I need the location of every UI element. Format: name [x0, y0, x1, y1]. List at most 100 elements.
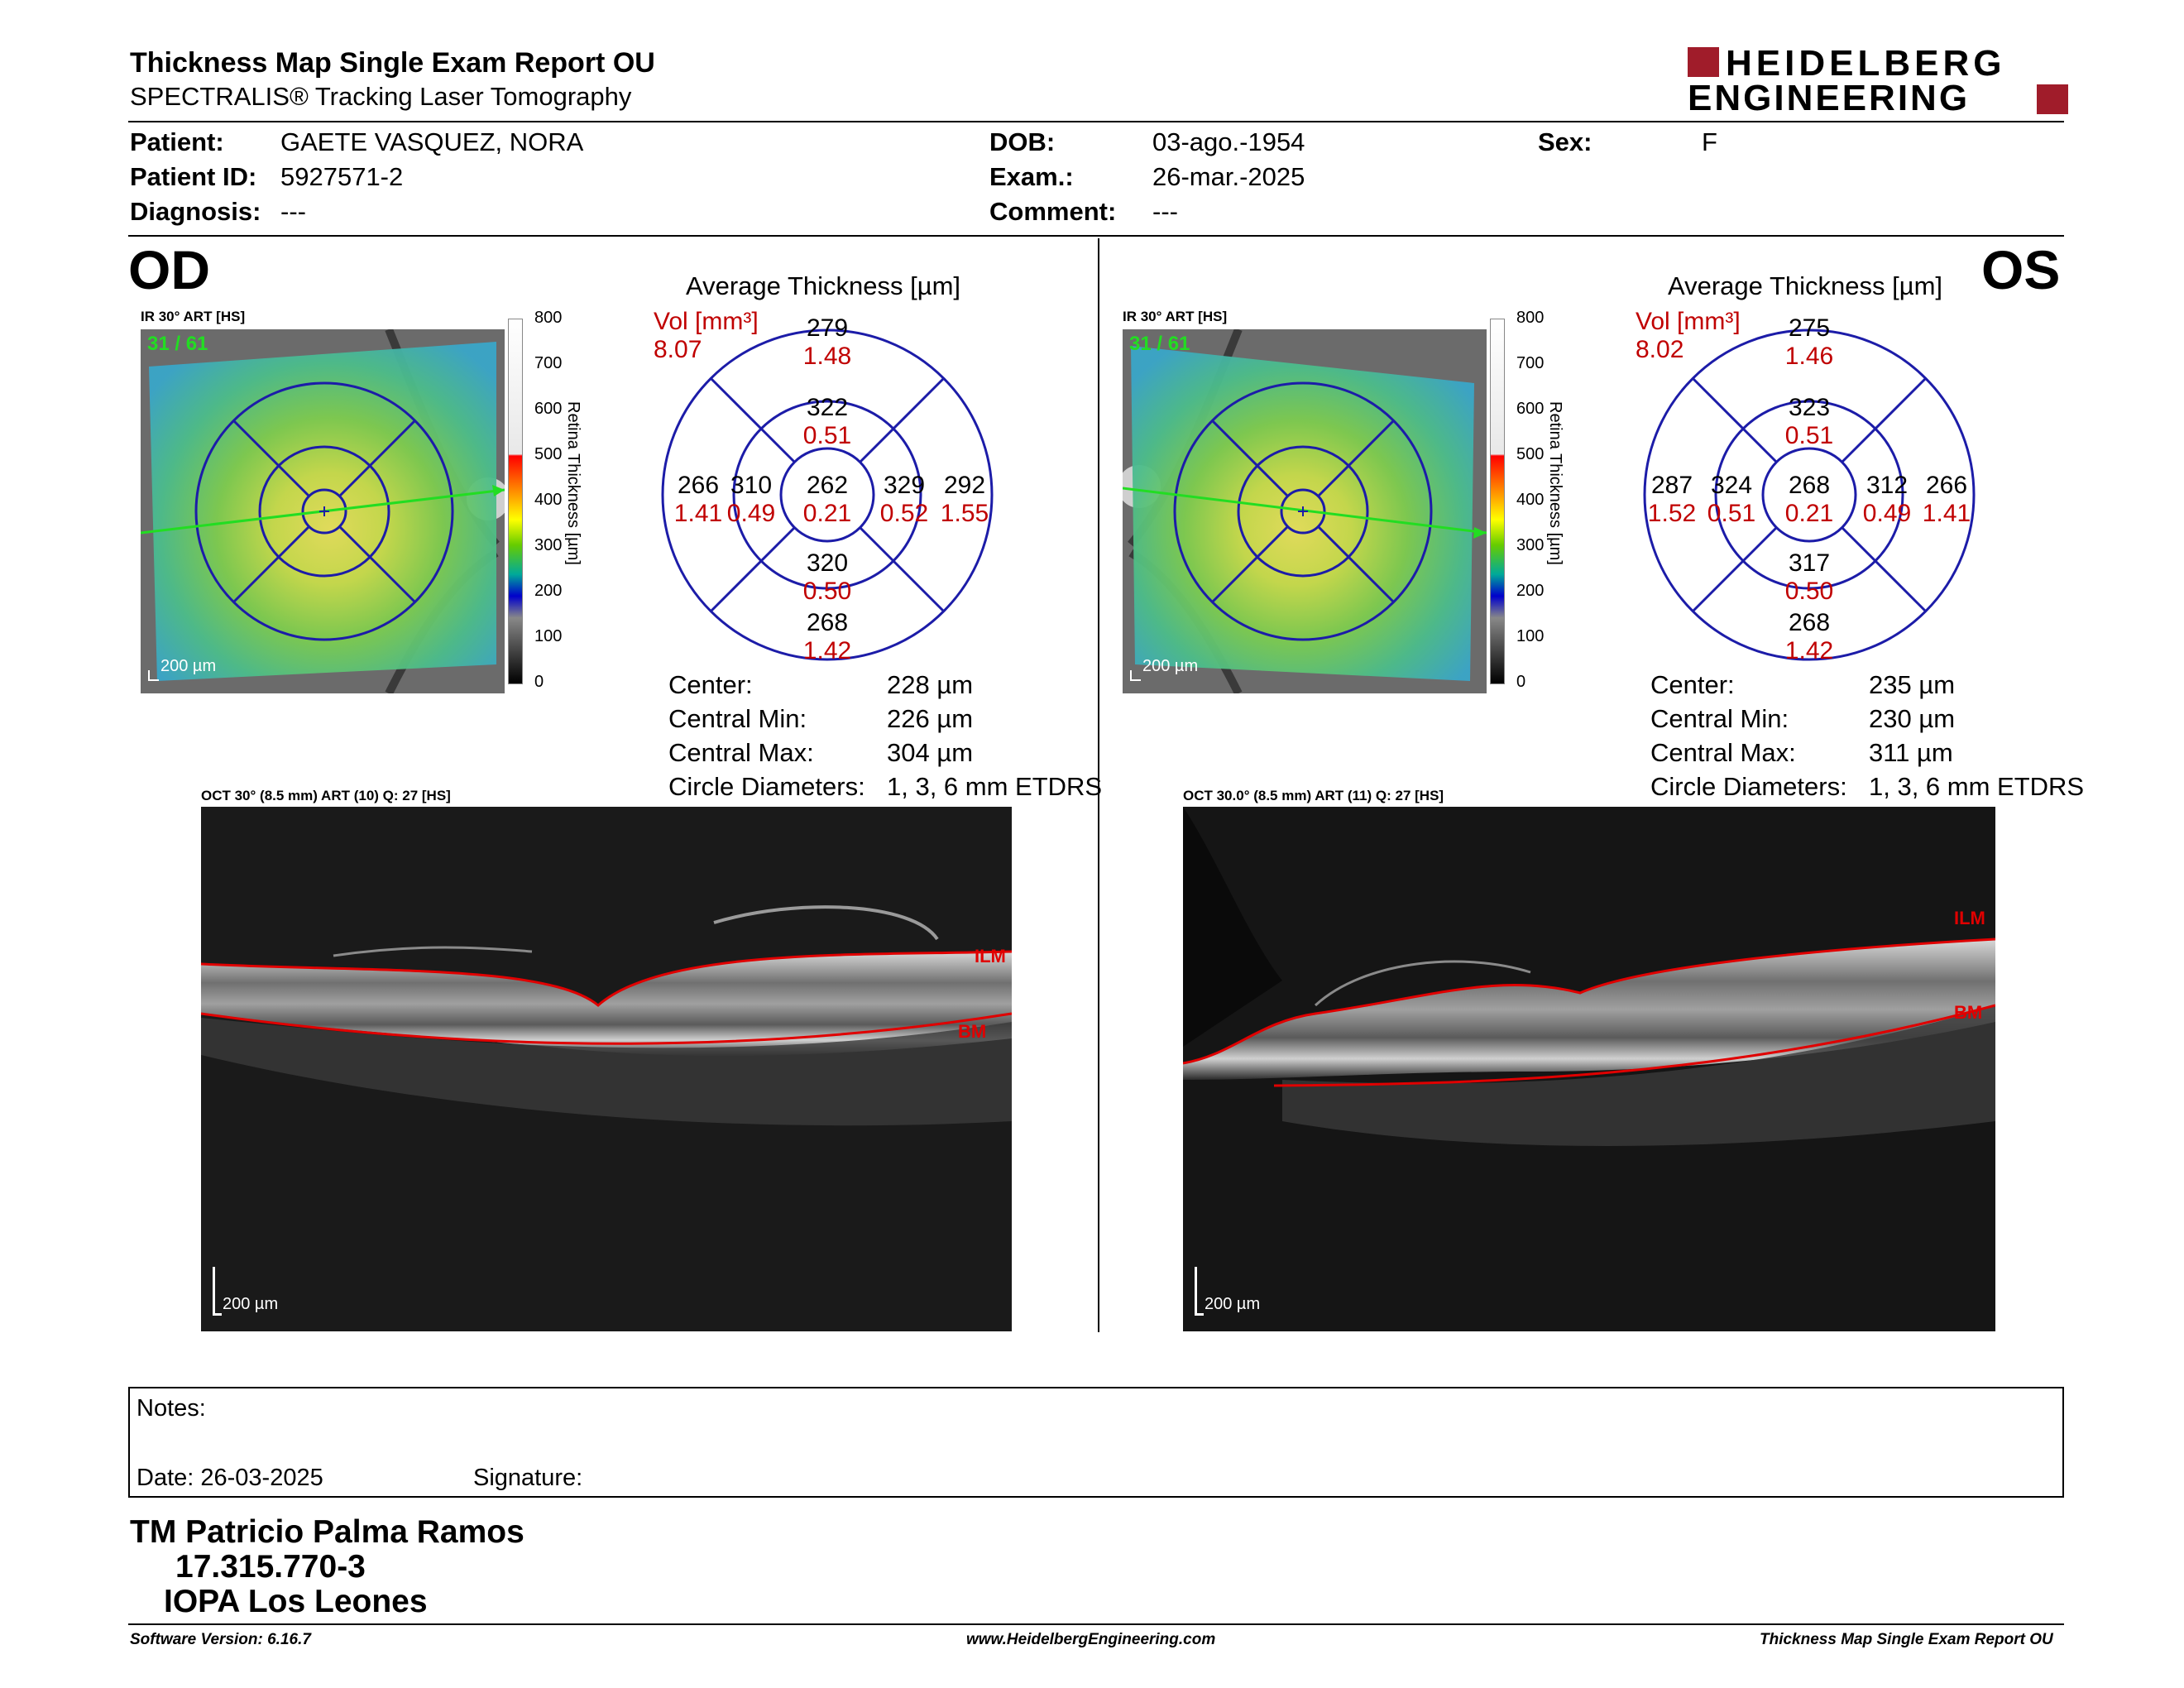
od-outer-sup-vol: 1.48: [802, 343, 852, 370]
patient-id: 5927571-2: [280, 162, 404, 191]
od-outer-inf-vol: 1.42: [802, 637, 852, 664]
os-outer-right-vol: 1.41: [1922, 500, 1971, 527]
od-outer-left-thickness: 266: [677, 472, 720, 499]
os-tick-600: 600: [1516, 400, 1545, 418]
notes-box: Notes: Date: 26-03-2025 Signature:: [128, 1387, 2064, 1498]
od-min-label: Central Min:: [668, 704, 807, 733]
os-etdrs-grid: 275 1.46 323 0.51 268 0.21 317 0.50 268 …: [1642, 314, 1976, 664]
od-inner-left-thickness: 310: [730, 472, 773, 499]
signer-name: TM Patricio Palma Ramos: [130, 1514, 524, 1550]
os-bm-label: BM: [1954, 1002, 1983, 1023]
od-ilm-label: ILM: [975, 946, 1006, 966]
os-outer-left-vol: 1.52: [1647, 500, 1697, 527]
od-tick-800: 800: [534, 309, 563, 327]
od-oct-bscan: ILM BM 200 µm: [201, 807, 1012, 1331]
od-max-label: Central Max:: [668, 738, 814, 767]
od-tick-400: 400: [534, 491, 563, 509]
heidelberg-logo: HEIDELBERG ENGINEERING: [1688, 43, 2070, 118]
od-vol-total: 8.07: [654, 336, 702, 363]
od-oct-scale: 200 µm: [223, 1295, 279, 1313]
od-inner-inf-thickness: 320: [806, 549, 849, 577]
os-tick-0: 0: [1516, 673, 1526, 691]
os-tick-800: 800: [1516, 309, 1545, 327]
exam-label: Exam.:: [989, 162, 1074, 191]
od-center-thickness: 262: [806, 472, 849, 499]
notes-label: Notes:: [136, 1395, 206, 1422]
os-inner-left-thickness: 324: [1710, 472, 1753, 499]
os-colorbar: 800 700 600 500 400 300 200 100 0 Retina…: [1490, 309, 1589, 691]
od-bm-label: BM: [958, 1021, 987, 1042]
report-title: Thickness Map Single Exam Report OU: [130, 47, 655, 79]
os-vol-total: 8.02: [1636, 336, 1684, 363]
patient-id-label: Patient ID:: [130, 162, 257, 191]
comment-label: Comment:: [989, 197, 1117, 226]
od-tick-100: 100: [534, 627, 563, 645]
signature-label: Signature:: [473, 1465, 583, 1491]
od-tick-0: 0: [534, 673, 544, 691]
os-fundus-image: 31 / 61 200 µm: [1118, 328, 1487, 696]
os-outer-sup-thickness: 275: [1788, 314, 1831, 342]
od-tick-300: 300: [534, 536, 563, 554]
exam-value: 26-mar.-2025: [1152, 162, 1305, 191]
os-outer-left-thickness: 287: [1650, 472, 1693, 499]
os-eye-label: OS: [1981, 239, 2061, 300]
diagnosis-label: Diagnosis:: [130, 197, 261, 226]
od-outer-inf-thickness: 268: [806, 609, 849, 636]
os-outer-inf-vol: 1.42: [1784, 637, 1834, 664]
os-tick-300: 300: [1516, 536, 1545, 554]
os-tick-500: 500: [1516, 445, 1545, 463]
od-inner-sup-thickness: 322: [806, 394, 849, 421]
os-circ-label: Circle Diameters:: [1650, 772, 1847, 801]
os-min-label: Central Min:: [1650, 704, 1789, 733]
od-tick-500: 500: [534, 445, 563, 463]
od-center-label: Center:: [668, 670, 753, 699]
od-eye-label: OD: [128, 239, 210, 300]
os-inner-right-thickness: 312: [1866, 472, 1909, 499]
od-tick-200: 200: [534, 582, 563, 600]
sex-value: F: [1702, 127, 1717, 156]
od-outer-right-vol: 1.55: [940, 500, 989, 527]
od-inner-right-thickness: 329: [883, 472, 926, 499]
od-inner-right-vol: 0.52: [879, 500, 929, 527]
od-center-vol: 0.21: [802, 500, 852, 527]
report-subtitle: SPECTRALIS® Tracking Laser Tomography: [130, 82, 632, 111]
patient-name: GAETE VASQUEZ, NORA: [280, 127, 584, 156]
od-inner-left-vol: 0.49: [726, 500, 776, 527]
os-ilm-label: ILM: [1954, 908, 1985, 928]
os-oct-label: OCT 30.0° (8.5 mm) ART (11) Q: 27 [HS]: [1183, 788, 1444, 803]
os-max-label: Central Max:: [1650, 738, 1796, 767]
os-tick-200: 200: [1516, 582, 1545, 600]
od-inner-sup-vol: 0.51: [802, 422, 852, 449]
os-inner-inf-thickness: 317: [1788, 549, 1831, 577]
od-min-value: 226 µm: [887, 704, 974, 733]
od-outer-right-thickness: 292: [943, 472, 986, 499]
od-max-value: 304 µm: [887, 738, 974, 767]
od-frames: 31 / 61: [147, 333, 208, 355]
od-circ-label: Circle Diameters:: [668, 772, 865, 801]
os-avg-title: Average Thickness [µm]: [1668, 271, 1943, 300]
footer-website[interactable]: www.HeidelbergEngineering.com: [966, 1631, 1216, 1648]
os-fundus-scale: 200 µm: [1142, 657, 1199, 675]
signer-rut: 17.315.770-3: [175, 1549, 366, 1585]
dob-label: DOB:: [989, 127, 1056, 156]
od-etdrs-grid: 279 1.48 322 0.51 262 0.21 320 0.50 268 …: [660, 314, 994, 664]
os-center-vol: 0.21: [1784, 500, 1834, 527]
os-tick-400: 400: [1516, 491, 1545, 509]
od-colorbar-title: Retina Thickness [µm]: [564, 401, 582, 565]
od-colorbar: 800 700 600 500 400 300 200 100 0 Retina…: [508, 309, 607, 691]
footer-report-name: Thickness Map Single Exam Report OU: [1760, 1631, 2053, 1648]
eye-divider: [1098, 238, 1099, 1332]
od-tick-600: 600: [534, 400, 563, 418]
os-oct-scale: 200 µm: [1205, 1295, 1261, 1313]
logo-line2: ENGINEERING: [1688, 78, 1971, 118]
sex-label: Sex:: [1538, 127, 1592, 156]
od-tick-700: 700: [534, 354, 563, 372]
os-colorbar-title: Retina Thickness [µm]: [1546, 401, 1564, 565]
od-vol-label: Vol [mm³]: [654, 308, 759, 335]
os-oct-bscan: ILM BM 200 µm: [1183, 807, 1995, 1331]
dob-value: 03-ago.-1954: [1152, 127, 1305, 156]
comment-value: ---: [1152, 197, 1178, 226]
os-center-thickness: 268: [1788, 472, 1831, 499]
od-fundus-image: 31 / 61 200 µm: [140, 328, 510, 696]
od-avg-title: Average Thickness [µm]: [686, 271, 961, 300]
